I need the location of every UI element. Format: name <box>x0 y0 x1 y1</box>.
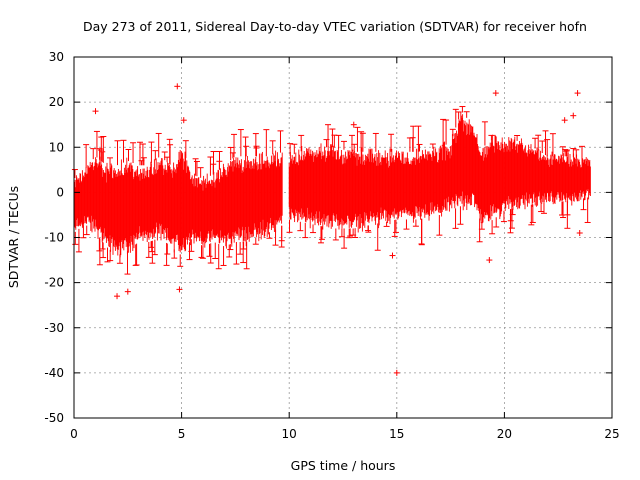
y-tick-label: -40 <box>44 366 64 380</box>
outlier-point <box>92 108 99 115</box>
y-axis-label: SDTVAR / TECUs <box>6 186 21 288</box>
outlier-point <box>486 257 493 264</box>
y-tick-label: 10 <box>49 140 64 154</box>
x-tick-label: 0 <box>70 427 78 441</box>
outlier-point <box>576 229 583 236</box>
y-tick-label: 0 <box>56 185 64 199</box>
outlier-point <box>492 90 499 97</box>
chart-title: Day 273 of 2011, Sidereal Day-to-day VTE… <box>83 19 587 34</box>
outlier-point <box>124 288 131 295</box>
y-tick-label: 30 <box>49 50 64 64</box>
outlier-point <box>561 117 568 124</box>
outlier-point <box>174 83 181 90</box>
outlier-point <box>180 117 187 124</box>
x-tick-label: 10 <box>282 427 297 441</box>
y-tick-label: -10 <box>44 231 64 245</box>
grid <box>74 57 612 418</box>
ticks: 0 5 10 15 20 25 30 20 10 0 -10 -20 -30 -40 -50 <box>44 50 619 441</box>
outlier-point <box>570 112 577 119</box>
x-tick-label: 15 <box>389 427 404 441</box>
outlier-point <box>389 252 396 259</box>
outlier-point <box>393 369 400 376</box>
outlier-point <box>114 293 121 300</box>
y-tick-label: -20 <box>44 276 64 290</box>
x-tick-label: 5 <box>178 427 186 441</box>
x-tick-label: 25 <box>604 427 619 441</box>
outlier-point <box>176 286 183 293</box>
x-tick-label: 20 <box>497 427 512 441</box>
y-tick-label: -50 <box>44 411 64 425</box>
y-tick-label: -30 <box>44 321 64 335</box>
outlier-point <box>574 90 581 97</box>
outlier-point <box>350 121 357 128</box>
x-axis-label: GPS time / hours <box>291 458 396 473</box>
y-tick-label: 20 <box>49 95 64 109</box>
data-layer <box>71 83 591 376</box>
